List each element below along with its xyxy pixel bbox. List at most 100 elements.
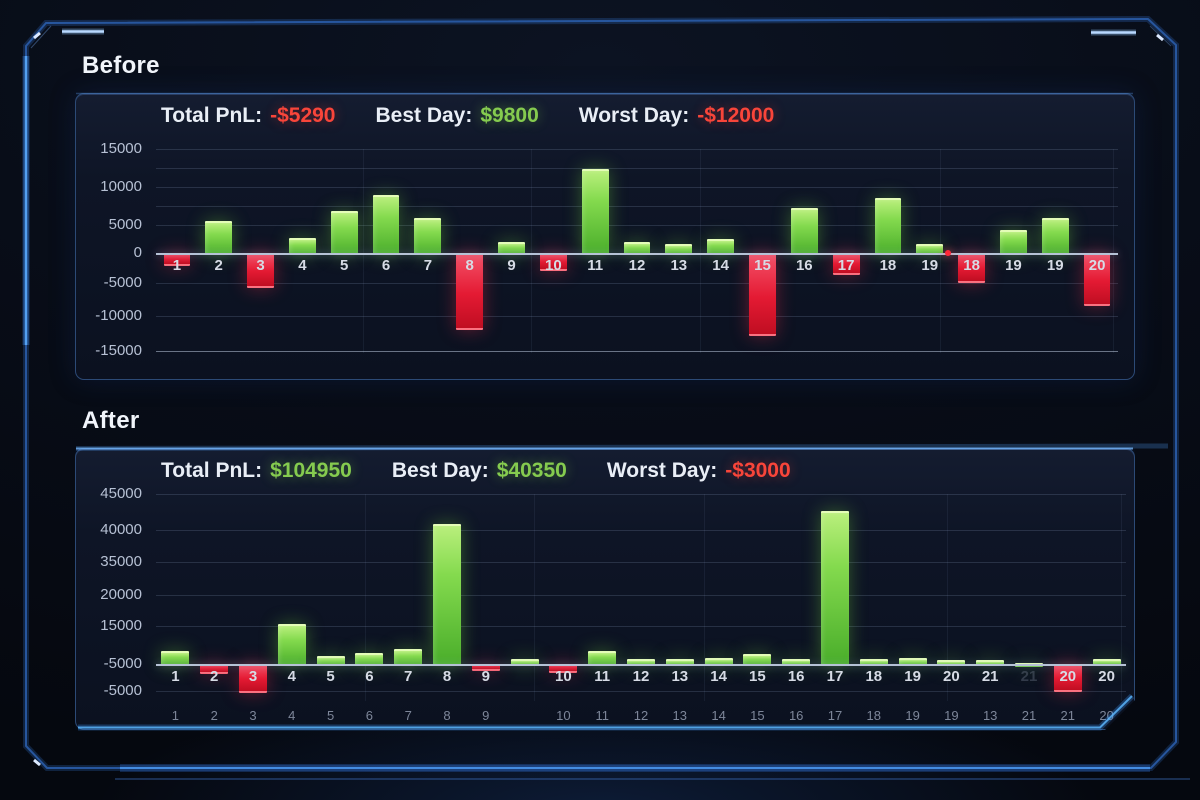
x-axis-label-secondary: 6	[365, 708, 374, 723]
x-axis-label: 4	[298, 257, 307, 275]
x-axis-label: 2	[214, 257, 223, 275]
x-axis-label: 4	[287, 667, 296, 685]
positive-bar	[1000, 230, 1027, 256]
positive-bar	[205, 220, 233, 256]
stat-label: Total PnL:	[161, 459, 263, 482]
before-stats-row: Total PnL: -$5290 Best Day: $9800 Worst Day:…	[161, 104, 774, 128]
x-axis-label: 13	[670, 257, 688, 275]
stat-value: -$3000	[725, 459, 791, 482]
positive-bar	[414, 218, 442, 256]
gridline	[156, 186, 1118, 188]
x-axis-label: 16	[787, 667, 805, 685]
x-axis-label: 8	[442, 667, 452, 685]
stat-2: Worst Day: -$12000	[579, 104, 775, 128]
x-axis-label-secondary: 2	[210, 708, 218, 723]
x-axis-label: 6	[365, 667, 374, 685]
positive-bar	[790, 208, 818, 256]
x-axis-label-secondary: 3	[249, 708, 257, 723]
before-chart: 15000 10000 5000 0 -5000 -10000 -15000 1 2 3 4 5 6 7 8…	[95, 140, 1118, 359]
x-axis-label-secondary: 15	[750, 708, 765, 723]
x-axis-label-secondary: 13	[672, 708, 688, 723]
frame-corner-echo-tl	[30, 25, 52, 49]
stat-1: Best Day: $40350	[392, 459, 567, 483]
x-axis-label-secondary: 19	[905, 708, 920, 723]
gridline	[156, 206, 1118, 208]
x-axis-label-secondary: 20	[1099, 708, 1114, 723]
stat-value: $40350	[496, 459, 567, 482]
gridline	[156, 530, 1126, 531]
x-axis-label-secondary: 10	[556, 708, 571, 723]
positive-bar	[433, 524, 461, 666]
stat-label: Best Day:	[375, 104, 473, 127]
y-axis-label: -10000	[95, 307, 142, 325]
y-axis-label: 40000	[100, 521, 142, 539]
red-dot-decoration	[944, 250, 951, 257]
frame-dot-tl	[33, 31, 41, 40]
stat-1: Best Day: $9800	[375, 104, 538, 128]
y-axis-label: 5000	[108, 216, 142, 234]
x-axis-label: 11	[594, 667, 611, 685]
vertical-gridline	[1113, 149, 1115, 353]
x-axis-label-secondary: 1	[171, 708, 180, 723]
x-axis-label: 20	[1088, 257, 1106, 275]
stat-0: Total PnL: $104950	[161, 459, 352, 483]
vertical-gridline	[534, 494, 535, 701]
frame-dot-tr	[1156, 33, 1164, 42]
gridline	[156, 595, 1126, 596]
x-axis-label: 17	[826, 667, 844, 685]
y-axis-label: 15000	[100, 617, 142, 635]
axis-zero-line	[156, 253, 1118, 256]
gridline	[156, 562, 1126, 563]
x-axis-label-secondary: 21	[1021, 708, 1037, 723]
vertical-gridline	[699, 149, 701, 353]
y-axis-label: 0	[133, 244, 142, 262]
x-axis-label: 21	[981, 667, 999, 685]
x-axis-label: 12	[628, 257, 646, 275]
y-axis-label: 35000	[100, 553, 142, 571]
x-axis-label: 20	[1098, 667, 1115, 685]
positive-bar	[372, 194, 400, 256]
stat-label: Total PnL:	[161, 104, 263, 127]
x-axis-label: 19	[1005, 257, 1022, 275]
x-axis-label-secondary: 21	[1060, 708, 1076, 723]
frame-corner-echo-tr	[1149, 25, 1172, 47]
stat-2: Worst Day: -$3000	[607, 459, 791, 483]
x-axis-label: 1	[171, 667, 180, 685]
x-axis-label-secondary: 7	[404, 708, 412, 723]
y-axis-label: 10000	[100, 177, 142, 195]
x-axis-label: 15	[754, 257, 771, 275]
x-axis-label: 18	[879, 257, 897, 275]
after-stats-row: Total PnL: $104950 Best Day: $40350 Worst Da…	[161, 459, 791, 483]
x-axis-label: 20	[1059, 667, 1077, 685]
y-axis-label: -15000	[95, 341, 142, 359]
gridline	[156, 316, 1118, 318]
x-axis-label: 11	[587, 257, 604, 275]
gridline	[156, 350, 1118, 352]
axis-zero-line	[156, 664, 1126, 666]
y-axis-label: -5000	[103, 654, 142, 672]
x-axis-label: 20	[943, 667, 960, 685]
gridline	[156, 149, 1118, 150]
x-axis-label: 19	[904, 667, 921, 685]
x-axis-label: 14	[712, 257, 729, 275]
x-axis-label: 10	[555, 667, 572, 685]
vertical-gridline	[362, 149, 364, 353]
y-axis-label: 15000	[100, 140, 142, 157]
x-axis-label: 14	[710, 667, 727, 685]
x-axis-label: 9	[481, 667, 490, 685]
x-axis-label-secondary: 8	[443, 708, 451, 723]
x-axis-label: 6	[381, 257, 391, 275]
y-axis-label: -5000	[103, 682, 142, 700]
x-axis-label: 16	[795, 257, 813, 275]
positive-bar	[330, 211, 358, 256]
stat-value: $104950	[270, 459, 352, 482]
x-axis-label: 8	[465, 257, 474, 275]
positive-bar	[581, 168, 609, 256]
x-axis-label: 7	[423, 257, 433, 275]
x-axis-label-secondary: 4	[288, 708, 296, 723]
x-axis-label: 18	[865, 667, 883, 685]
gridline	[156, 283, 1118, 285]
x-axis-label: 19	[921, 257, 939, 275]
x-axis-label-secondary: 18	[866, 708, 882, 723]
x-axis-label: 13	[671, 667, 689, 685]
